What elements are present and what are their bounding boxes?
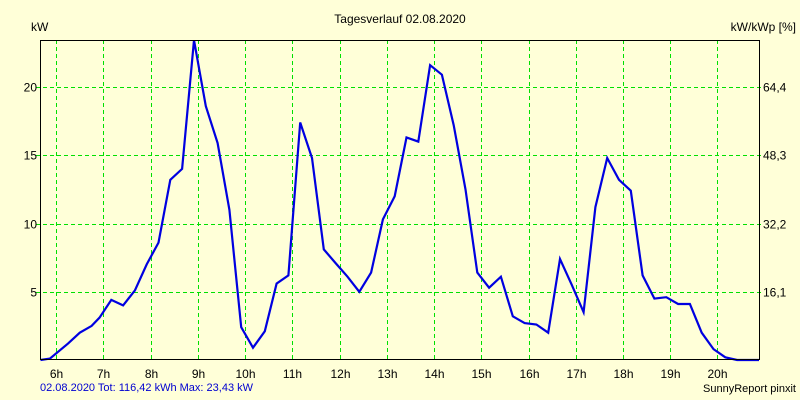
x-tick-label: 18h	[613, 367, 633, 381]
x-tick-label: 19h	[660, 367, 680, 381]
plot-frame	[40, 40, 760, 360]
y-axis-label-right: kW/kWp [%]	[730, 20, 796, 34]
x-tick-label: 13h	[377, 367, 397, 381]
y-tick-label-right: 48,3	[763, 149, 787, 163]
x-tick-label: 7h	[97, 367, 110, 381]
y-tick-label-right: 16,1	[763, 286, 787, 300]
y-tick-label-right: 64,4	[763, 81, 787, 95]
y-tick-label-left: 5	[30, 286, 37, 300]
x-tick-label: 15h	[471, 367, 491, 381]
x-tick-label: 9h	[192, 367, 205, 381]
y-tick-label-left: 20	[24, 81, 38, 95]
x-tick-label: 14h	[424, 367, 444, 381]
x-tick-label: 20h	[707, 367, 727, 381]
y-axis-label-left: kW	[31, 20, 49, 34]
y-tick-label-left: 10	[24, 218, 38, 232]
x-tick-label: 11h	[283, 367, 302, 381]
x-tick-label: 8h	[145, 367, 158, 381]
y-tick-label-right: 32,2	[763, 218, 787, 232]
chart-title: Tagesverlauf 02.08.2020	[334, 12, 466, 26]
axis-ticks: 6h 7h 8h 9h 10h 11h 12h 13h 14h 15h 16h 17h 18h 19h 20…	[24, 81, 787, 382]
x-tick-label: 17h	[566, 367, 586, 381]
grid-lines	[36, 40, 763, 360]
daily-summary: 02.08.2020 Tot: 116,42 kWh Max: 23,43 kW	[40, 382, 253, 394]
power-series-line	[40, 40, 759, 362]
x-tick-label: 12h	[330, 367, 350, 381]
x-tick-label: 6h	[50, 367, 63, 381]
y-tick-label-left: 15	[24, 149, 38, 163]
credit-text: SunnyReport pinxit	[703, 383, 796, 395]
x-tick-label: 10h	[235, 367, 255, 381]
x-tick-label: 16h	[519, 367, 539, 381]
